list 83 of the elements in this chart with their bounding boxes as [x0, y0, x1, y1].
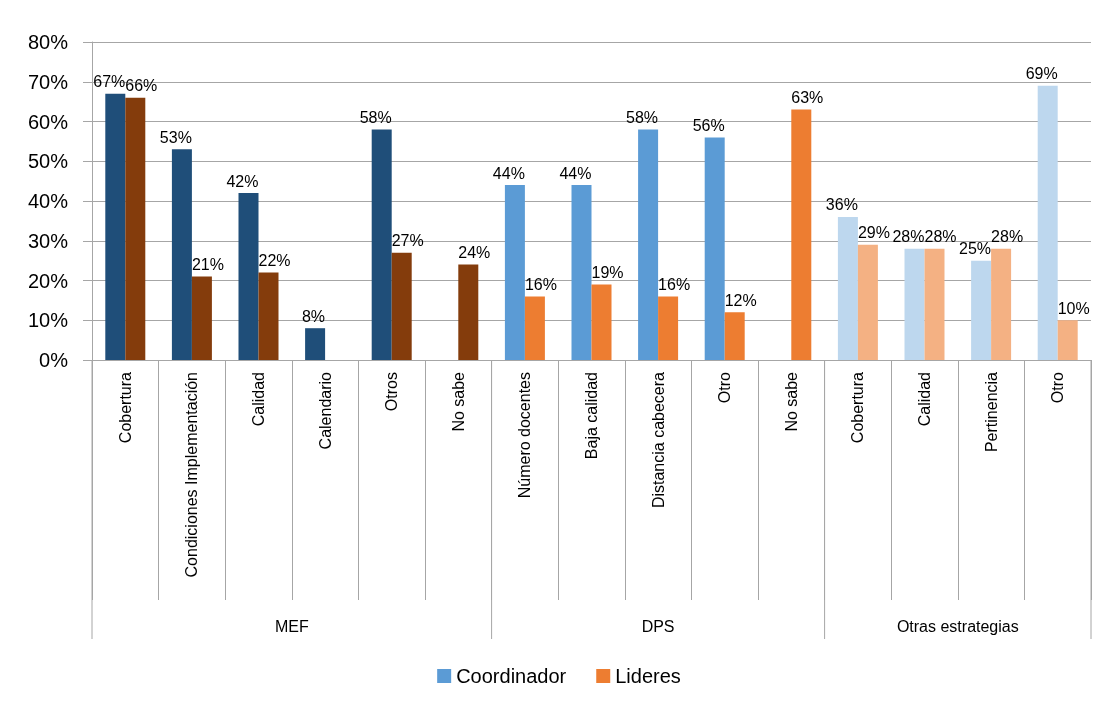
data-label: 16%	[658, 275, 691, 293]
data-label: 21%	[191, 256, 224, 274]
x-tick-label: Distancia cabecera	[649, 371, 667, 509]
y-tick-label: 10%	[27, 309, 69, 332]
bar	[991, 248, 1012, 360]
bar	[1057, 320, 1078, 360]
y-tick-label: 40%	[27, 190, 69, 212]
data-label: 19%	[591, 263, 624, 281]
data-label: 56%	[692, 116, 725, 134]
bar	[105, 93, 126, 360]
bar	[704, 137, 725, 360]
x-tick-label: Calidad	[250, 372, 267, 427]
y-tick-label: 30%	[27, 229, 69, 252]
data-label: 63%	[791, 89, 824, 107]
x-tick-label: Otros	[383, 372, 401, 412]
y-tick-label: 80%	[27, 31, 69, 53]
bar	[125, 97, 146, 360]
legend-label: Lideres	[615, 665, 681, 687]
x-tick-label: Condiciones Implementación	[183, 372, 201, 578]
data-label: 22%	[258, 252, 291, 270]
bar	[171, 149, 192, 360]
bar	[591, 284, 612, 360]
x-tick-label: Pertinencia	[982, 371, 1000, 453]
bar	[524, 296, 545, 360]
text: DPS	[641, 617, 675, 635]
data-label: 29%	[857, 224, 890, 242]
data-label: 28%	[924, 228, 957, 246]
y-tick-label: 70%	[27, 70, 69, 93]
data-label: 44%	[559, 164, 592, 182]
bar	[238, 193, 259, 360]
data-label: 28%	[892, 228, 925, 246]
bar	[904, 248, 925, 360]
x-tick-label: Número docentes	[516, 372, 534, 499]
x-tick-label: Otro	[716, 371, 734, 404]
bar	[504, 185, 525, 360]
x-tick-label: Baja calidad	[583, 372, 600, 460]
data-label: 8%	[301, 307, 326, 325]
x-tick-label: Otro	[1049, 371, 1067, 404]
data-label: 28%	[991, 228, 1024, 246]
bar	[791, 109, 812, 360]
bar	[837, 216, 858, 360]
data-label: 24%	[458, 244, 491, 262]
bar	[1037, 85, 1058, 360]
data-label: 66%	[125, 77, 158, 95]
bar	[658, 296, 679, 360]
bar	[724, 312, 745, 360]
bar	[971, 260, 992, 360]
x-tick-label: No sabe	[449, 371, 467, 432]
y-tick-label: 50%	[27, 150, 69, 173]
bar	[857, 244, 878, 360]
x-tick-label: Calidad	[916, 372, 933, 427]
bar	[924, 248, 945, 360]
bar	[191, 276, 212, 360]
x-tick-label: Cobertura	[116, 371, 134, 444]
x-tick-label: Calendario	[316, 371, 334, 450]
y-tick-label: 60%	[27, 110, 69, 133]
bar	[638, 129, 659, 360]
bar	[571, 185, 592, 360]
legend-label: Coordinador	[456, 665, 567, 687]
data-label: 16%	[524, 275, 557, 293]
data-label: 58%	[626, 108, 659, 126]
data-label: 42%	[226, 172, 259, 190]
y-tick-label: 20%	[27, 269, 69, 292]
y-tick-label: 0%	[39, 349, 69, 371]
bar	[258, 272, 279, 360]
data-label: 69%	[1025, 65, 1058, 83]
data-label: 25%	[959, 240, 992, 258]
data-label: 67%	[93, 73, 126, 91]
data-label: 36%	[825, 196, 858, 214]
text: MEF	[274, 617, 309, 635]
data-label: 12%	[724, 291, 757, 309]
bar	[458, 264, 479, 360]
data-label: 53%	[159, 128, 192, 146]
data-label: 10%	[1057, 299, 1090, 317]
data-label: 58%	[359, 108, 392, 126]
bar	[391, 252, 412, 360]
x-tick-label: Cobertura	[849, 371, 867, 444]
bar	[305, 328, 326, 360]
text: Otras estrategias	[896, 617, 1019, 635]
bar	[371, 129, 392, 360]
data-label: 44%	[492, 164, 525, 182]
data-label: 27%	[391, 232, 424, 250]
x-tick-label: No sabe	[782, 371, 800, 432]
